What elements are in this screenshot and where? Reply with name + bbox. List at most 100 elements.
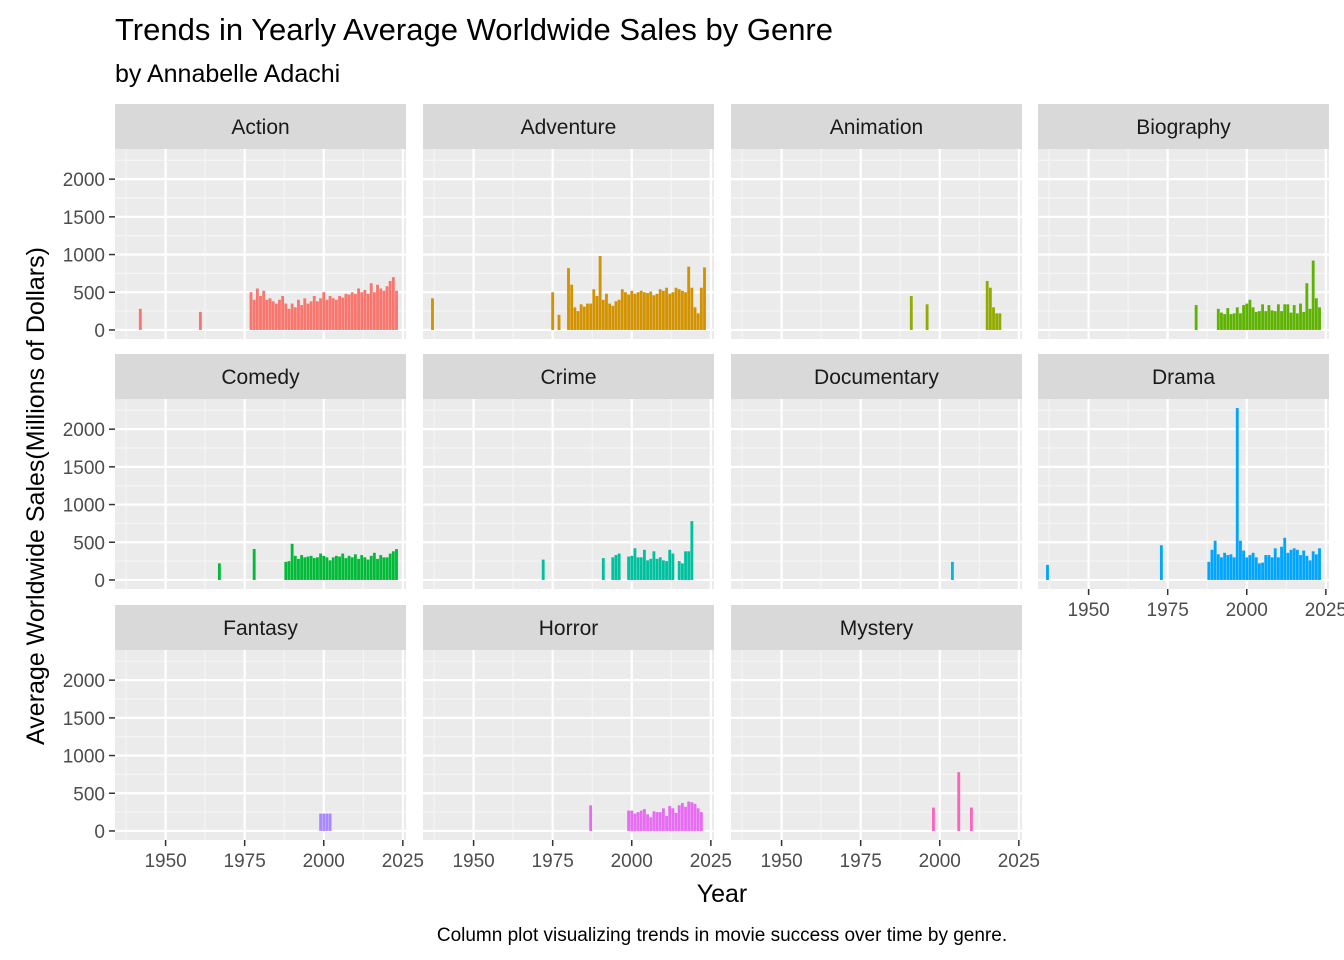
bar-adventure-1986: [586, 303, 589, 330]
bar-adventure-2023: [703, 267, 706, 330]
bar-biography-2009: [1273, 311, 1277, 330]
strip-label-comedy: Comedy: [221, 366, 300, 389]
x-tick-label: 1950: [452, 851, 494, 872]
bar-comedy-2001: [325, 557, 329, 580]
bar-crime-2017: [684, 551, 687, 580]
bar-action-1980: [259, 296, 262, 330]
strip-horror: [423, 605, 714, 650]
strip-mystery: [731, 605, 1022, 650]
bar-comedy-2007: [344, 558, 348, 580]
panel-background: [731, 650, 1022, 840]
strip-label-mystery: Mystery: [840, 617, 914, 640]
bar-action-2020: [385, 286, 389, 330]
bar-adventure-2020: [693, 307, 697, 330]
bar-horror-2013: [671, 808, 675, 831]
bar-drama-1989: [1210, 549, 1214, 580]
x-tick-label: 1950: [144, 851, 186, 872]
bar-adventure-2004: [642, 292, 646, 330]
bar-adventure-1988: [592, 289, 596, 330]
bar-comedy-2019: [382, 557, 386, 580]
bar-crime-2013: [671, 553, 675, 580]
bar-drama-2017: [1299, 555, 1302, 580]
bar-drama-1988: [1207, 561, 1211, 580]
bar-biography-2022: [1314, 298, 1318, 330]
bar-horror-2018: [687, 801, 691, 831]
bar-drama-1993: [1223, 552, 1227, 580]
facet-fantasy: Fantasy 0 500 1000 1500 2000 1950 1975 2000 2025: [63, 605, 424, 872]
bar-drama-1973: [1159, 545, 1163, 580]
strip-adventure: [423, 104, 714, 149]
bar-crime-2003: [639, 557, 643, 580]
bar-crime-1991: [601, 558, 605, 580]
y-tick-label: 1000: [63, 246, 105, 267]
bar-mystery-2006: [957, 772, 961, 831]
bar-drama-2019: [1305, 555, 1309, 580]
bar-crime-2002: [636, 557, 640, 580]
bar-biography-1996: [1232, 313, 1236, 330]
bar-adventure-1983: [576, 311, 580, 330]
y-tick-label: 0: [94, 822, 105, 843]
bar-comedy-1967: [217, 563, 221, 580]
bar-adventure-1980: [567, 268, 570, 330]
bar-action-1987: [281, 296, 285, 330]
bar-action-1999: [319, 298, 323, 330]
bar-biography-2001: [1248, 299, 1252, 330]
bar-drama-1995: [1229, 554, 1233, 580]
bar-horror-2021: [696, 808, 700, 831]
bar-drama-2006: [1264, 555, 1268, 580]
bar-crime-2005: [646, 560, 649, 580]
bar-animation-2017: [992, 307, 995, 330]
bar-horror-2001: [633, 813, 637, 831]
bar-comedy-2016: [372, 552, 376, 580]
bar-biography-2000: [1245, 303, 1249, 330]
bar-adventure-1937: [431, 298, 434, 330]
bar-action-2005: [338, 296, 341, 330]
bar-drama-2021: [1311, 551, 1315, 580]
bar-adventure-1993: [608, 303, 612, 330]
bar-biography-2012: [1283, 304, 1287, 330]
bar-comedy-1996: [309, 555, 313, 580]
bar-action-2007: [344, 293, 348, 330]
bar-adventure-1994: [611, 305, 615, 330]
bar-comedy-2022: [391, 551, 395, 580]
bar-biography-2004: [1257, 311, 1261, 330]
bar-action-2021: [388, 280, 392, 330]
bar-comedy-1997: [312, 558, 316, 580]
panel-background: [423, 650, 714, 840]
bar-comedy-1991: [293, 555, 297, 580]
bar-adventure-1982: [573, 307, 577, 330]
bar-biography-2020: [1308, 308, 1312, 330]
bar-adventure-1997: [620, 289, 624, 330]
bar-horror-2007: [652, 811, 656, 831]
bar-action-2002: [328, 296, 332, 330]
bar-adventure-1975: [551, 292, 555, 330]
chart-title: Trends in Yearly Average Worldwide Sales…: [115, 12, 833, 47]
strip-label-documentary: Documentary: [814, 366, 939, 389]
bar-comedy-1978: [252, 549, 256, 580]
bar-animation-2015: [985, 280, 989, 330]
bar-biography-1998: [1239, 313, 1242, 330]
x-tick-label: 1975: [840, 851, 882, 872]
bar-adventure-2021: [696, 313, 700, 330]
bar-horror-2009: [658, 812, 662, 831]
bar-fantasy-2000: [322, 813, 326, 831]
bar-adventure-2019: [690, 287, 694, 330]
bar-biography-2017: [1299, 303, 1302, 330]
bar-action-1986: [278, 299, 281, 330]
bar-comedy-1994: [303, 557, 307, 580]
bar-crime-2007: [652, 551, 656, 580]
bar-adventure-2018: [687, 266, 691, 330]
bar-comedy-2015: [369, 555, 373, 580]
facet-crime: Crime: [423, 354, 714, 589]
bar-action-2011: [357, 288, 360, 330]
bar-biography-2021: [1311, 260, 1315, 330]
bar-horror-2015: [677, 805, 681, 831]
bar-drama-2007: [1267, 555, 1271, 580]
bar-action-1992: [297, 299, 300, 330]
bar-adventure-1991: [601, 299, 605, 330]
x-tick-label: 1975: [532, 851, 574, 872]
bar-action-1988: [284, 303, 288, 330]
x-tick-label: 1975: [224, 851, 266, 872]
bar-comedy-2017: [376, 558, 379, 580]
bar-comedy-2020: [385, 557, 389, 580]
